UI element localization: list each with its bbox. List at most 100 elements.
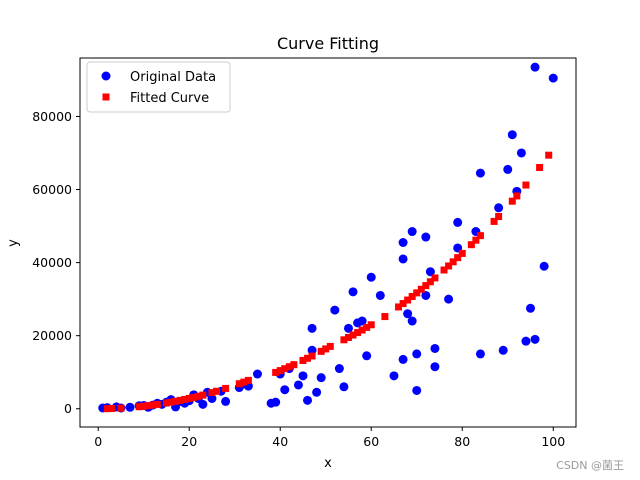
- fitted-curve-point: [417, 285, 425, 293]
- fitted-curve-point: [290, 361, 298, 369]
- x-tick-label: 100: [541, 434, 565, 449]
- fitted-curve-point: [222, 384, 230, 392]
- y-tick-label: 60000: [32, 182, 72, 197]
- fitted-curve-point: [135, 403, 143, 411]
- original-data-point: [444, 294, 454, 304]
- fitted-curve-point: [140, 402, 148, 410]
- original-data-point: [398, 354, 408, 364]
- fitted-curve-point: [413, 289, 421, 297]
- original-data-point: [339, 382, 349, 392]
- legend: Original Data Fitted Curve: [86, 61, 231, 113]
- original-data-point: [271, 397, 281, 407]
- ticks: 0 20 40 60 80 100 0 20000 40000 60000 80000: [32, 109, 565, 449]
- fitted-curve-point: [445, 262, 453, 270]
- fitted-curve-point: [395, 303, 403, 311]
- fitted-curve-point: [304, 354, 312, 362]
- fitted-curve-point: [144, 402, 152, 410]
- original-data-point: [366, 272, 376, 282]
- original-data-point: [252, 369, 262, 379]
- original-data-point: [498, 345, 508, 355]
- fitted-curve-point: [153, 400, 161, 408]
- legend-frame: [86, 61, 231, 113]
- fitted-curve-point: [408, 292, 416, 300]
- fitted-curve-point: [431, 274, 439, 282]
- original-data-point: [398, 254, 408, 264]
- original-data-point: [475, 168, 485, 178]
- fitted-curve-point: [349, 331, 357, 339]
- original-data-point: [494, 203, 504, 213]
- fitted-curve-point: [354, 329, 362, 337]
- y-axis-label: y: [6, 239, 21, 247]
- fitted-curve-point: [381, 313, 389, 321]
- original-data-point: [407, 227, 417, 237]
- fitted-curve-point: [326, 342, 334, 350]
- original-data-point: [343, 323, 353, 333]
- original-data-point: [530, 62, 540, 72]
- original-data-point: [303, 395, 313, 405]
- fitted-curve-point: [449, 258, 457, 266]
- y-tick-label: 0: [64, 401, 72, 416]
- original-data-point: [330, 305, 340, 315]
- original-data-point: [425, 267, 435, 277]
- fitted-curve-point: [244, 376, 252, 384]
- original-data-point: [221, 396, 231, 406]
- original-data-point: [348, 287, 358, 297]
- fitted-curve-point: [363, 323, 371, 331]
- x-tick-label: 40: [272, 434, 288, 449]
- fitted-curve-points: [103, 151, 553, 413]
- fitted-curve-point: [508, 197, 516, 205]
- fitted-curve-point: [467, 241, 475, 249]
- legend-marker-original: [101, 71, 111, 81]
- original-data-point: [334, 364, 344, 374]
- fitted-curve-point: [440, 266, 448, 274]
- fitted-curve-point: [399, 300, 407, 308]
- original-data-point: [198, 399, 208, 409]
- original-data-point: [430, 343, 440, 353]
- original-data-point: [375, 290, 385, 300]
- original-data-point: [453, 217, 463, 227]
- original-data-point: [403, 309, 413, 319]
- chart-title: Curve Fitting: [277, 34, 379, 53]
- fitted-curve-point: [476, 232, 484, 240]
- fitted-curve-point: [299, 356, 307, 364]
- fitted-curve-point: [308, 352, 316, 360]
- original-data-point: [412, 385, 422, 395]
- original-data-point: [357, 316, 367, 326]
- fitted-curve-point: [454, 254, 462, 262]
- original-data-point: [516, 148, 526, 158]
- fitted-curve-point: [344, 333, 352, 341]
- fitted-curve-point: [285, 363, 293, 371]
- fitted-curve-point: [176, 396, 184, 404]
- fitted-curve-point: [472, 236, 480, 244]
- fitted-curve-point: [322, 345, 330, 353]
- y-tick-label: 40000: [32, 255, 72, 270]
- fitted-curve-point: [167, 398, 175, 406]
- fitted-curve-point: [426, 278, 434, 286]
- original-data-point: [421, 232, 431, 242]
- fitted-curve-point: [545, 151, 553, 159]
- legend-label-original: Original Data: [130, 70, 216, 85]
- plot-frame: [79, 57, 577, 428]
- original-data-point: [530, 334, 540, 344]
- original-data-point: [307, 323, 317, 333]
- fitted-curve-point: [149, 401, 157, 409]
- original-data-point: [521, 336, 531, 346]
- original-data-point: [421, 290, 431, 300]
- fitted-curve-point: [199, 391, 207, 399]
- original-data-point: [475, 349, 485, 359]
- fitted-curve-point: [490, 217, 498, 225]
- fitted-curve-point: [536, 163, 544, 171]
- fitted-curve-point: [172, 397, 180, 405]
- original-data-point: [412, 349, 422, 359]
- original-data-point: [280, 385, 290, 395]
- fitted-curve-point: [522, 181, 530, 189]
- fitted-curve-point: [340, 336, 348, 344]
- fitted-curve-point: [404, 296, 412, 304]
- fitted-curve-point: [235, 380, 243, 388]
- fitted-curve-point: [213, 387, 221, 395]
- original-data-point: [316, 373, 326, 383]
- fitted-curve-point: [513, 192, 521, 200]
- fitted-curve-point: [272, 368, 280, 376]
- fitted-curve-point: [358, 326, 366, 334]
